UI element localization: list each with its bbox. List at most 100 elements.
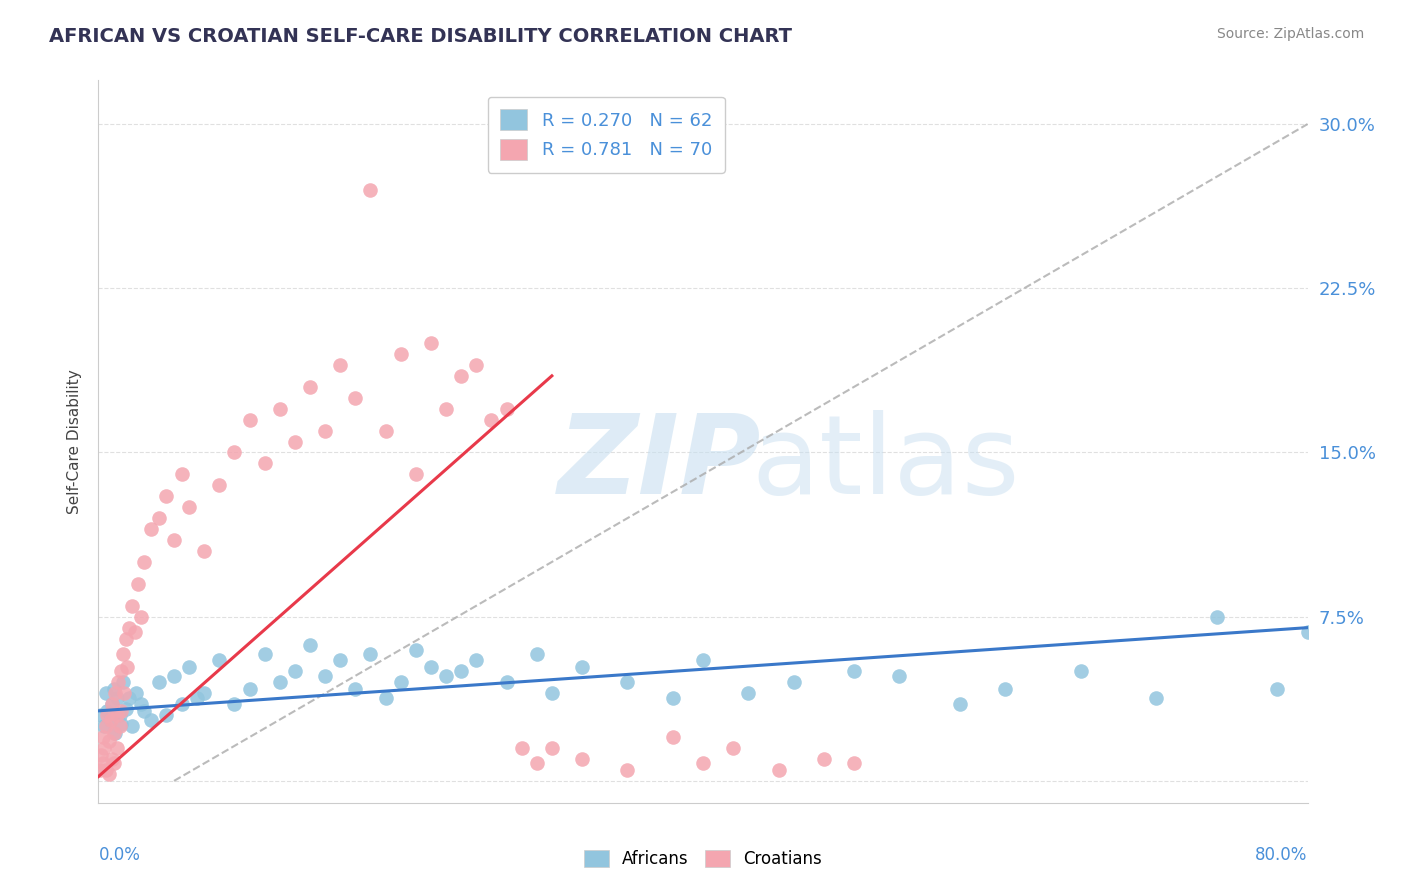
Point <box>481 412 503 426</box>
Point <box>103 756 125 771</box>
Point <box>170 467 193 482</box>
Point <box>208 653 231 667</box>
Point <box>374 424 396 438</box>
Point <box>299 380 322 394</box>
Point <box>98 734 121 748</box>
Point <box>510 741 533 756</box>
Point <box>155 489 177 503</box>
Point <box>132 555 155 569</box>
Point <box>571 660 593 674</box>
Point <box>405 467 427 482</box>
Point <box>91 756 114 771</box>
Point <box>994 681 1017 696</box>
Point <box>692 756 714 771</box>
Point <box>163 533 186 547</box>
Point <box>193 544 215 558</box>
Point <box>118 621 141 635</box>
Point <box>108 708 131 723</box>
Text: Source: ZipAtlas.com: Source: ZipAtlas.com <box>1216 27 1364 41</box>
Point <box>450 368 472 383</box>
Point <box>96 708 118 723</box>
Point <box>121 599 143 613</box>
Point <box>284 665 307 679</box>
Point <box>141 713 163 727</box>
Point <box>239 412 262 426</box>
Point <box>112 686 135 700</box>
Point <box>89 763 111 777</box>
Point <box>90 708 112 723</box>
Point <box>114 632 136 646</box>
Point <box>299 638 322 652</box>
Point <box>101 698 124 712</box>
Point <box>104 686 127 700</box>
Point <box>90 747 112 762</box>
Point <box>844 756 866 771</box>
Point <box>723 741 745 756</box>
Point <box>344 391 367 405</box>
Point <box>148 675 170 690</box>
Point <box>114 701 136 715</box>
Point <box>450 665 472 679</box>
Point <box>108 719 131 733</box>
Point <box>420 336 443 351</box>
Point <box>314 424 336 438</box>
Point <box>107 675 129 690</box>
Point <box>360 183 382 197</box>
Point <box>269 401 291 416</box>
Point <box>616 675 638 690</box>
Point <box>170 698 193 712</box>
Point <box>101 698 124 712</box>
Point <box>1070 665 1092 679</box>
Point <box>104 725 127 739</box>
Point <box>495 401 517 416</box>
Point <box>179 500 201 515</box>
Point <box>540 741 562 756</box>
Point <box>329 653 352 667</box>
Point <box>110 704 132 718</box>
Point <box>98 767 121 781</box>
Point <box>434 401 457 416</box>
Point <box>93 719 115 733</box>
Point <box>420 660 443 674</box>
Point <box>105 708 128 723</box>
Point <box>94 686 117 700</box>
Point <box>111 675 134 690</box>
Point <box>284 434 307 449</box>
Point <box>100 713 122 727</box>
Point <box>949 698 972 712</box>
Legend: R = 0.270   N = 62, R = 0.781   N = 70: R = 0.270 N = 62, R = 0.781 N = 70 <box>488 96 725 172</box>
Point <box>737 686 759 700</box>
Text: 80.0%: 80.0% <box>1256 847 1308 864</box>
Point <box>101 752 124 766</box>
Point <box>141 522 163 536</box>
Point <box>239 681 262 696</box>
Point <box>124 625 146 640</box>
Point <box>540 686 562 700</box>
Point <box>389 675 412 690</box>
Point <box>692 653 714 667</box>
Text: 0.0%: 0.0% <box>98 847 141 864</box>
Point <box>889 669 911 683</box>
Point <box>1267 681 1289 696</box>
Point <box>208 478 231 492</box>
Point <box>783 675 806 690</box>
Point <box>1146 690 1168 705</box>
Point <box>163 669 186 683</box>
Point <box>129 609 152 624</box>
Y-axis label: Self-Care Disability: Self-Care Disability <box>67 369 83 514</box>
Point <box>103 725 125 739</box>
Point <box>360 647 382 661</box>
Point <box>844 665 866 679</box>
Point <box>94 719 117 733</box>
Point <box>148 511 170 525</box>
Point <box>96 704 118 718</box>
Point <box>91 730 114 744</box>
Point <box>434 669 457 683</box>
Point <box>125 686 148 700</box>
Point <box>405 642 427 657</box>
Legend: Africans, Croatians: Africans, Croatians <box>576 843 830 875</box>
Point <box>1206 609 1229 624</box>
Point <box>111 647 134 661</box>
Point <box>94 763 117 777</box>
Point <box>344 681 367 696</box>
